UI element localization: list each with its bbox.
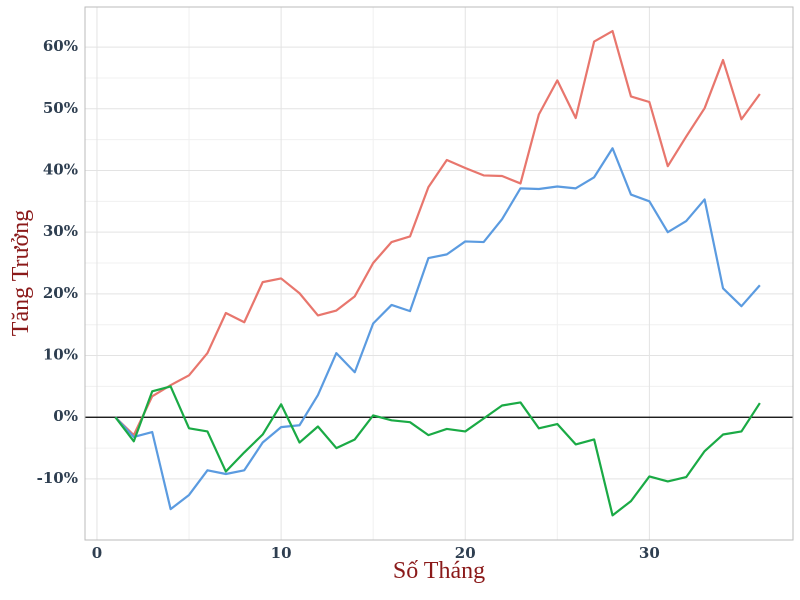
plot-border — [84, 6, 794, 541]
y-tick-label: 10% — [43, 346, 78, 364]
y-tick-label: 50% — [43, 99, 78, 117]
series-line — [114, 29, 761, 437]
y-tick-label: 20% — [43, 284, 78, 302]
x-tick-label: 30 — [639, 544, 660, 562]
x-tick-label: 0 — [92, 544, 102, 562]
y-tick-label: 30% — [43, 222, 78, 240]
x-axis-title: Số Tháng — [393, 558, 485, 584]
series-line — [114, 385, 761, 517]
series-line — [114, 147, 761, 511]
y-tick-label: 40% — [43, 160, 78, 178]
y-tick-label: 0% — [53, 407, 78, 425]
y-axis-title: Tăng Trưởng — [8, 210, 34, 336]
x-tick-label: 10 — [271, 544, 292, 562]
x-tick-label: 20 — [455, 544, 476, 562]
y-tick-label: -10% — [37, 469, 78, 487]
y-tick-label: 60% — [43, 37, 78, 55]
